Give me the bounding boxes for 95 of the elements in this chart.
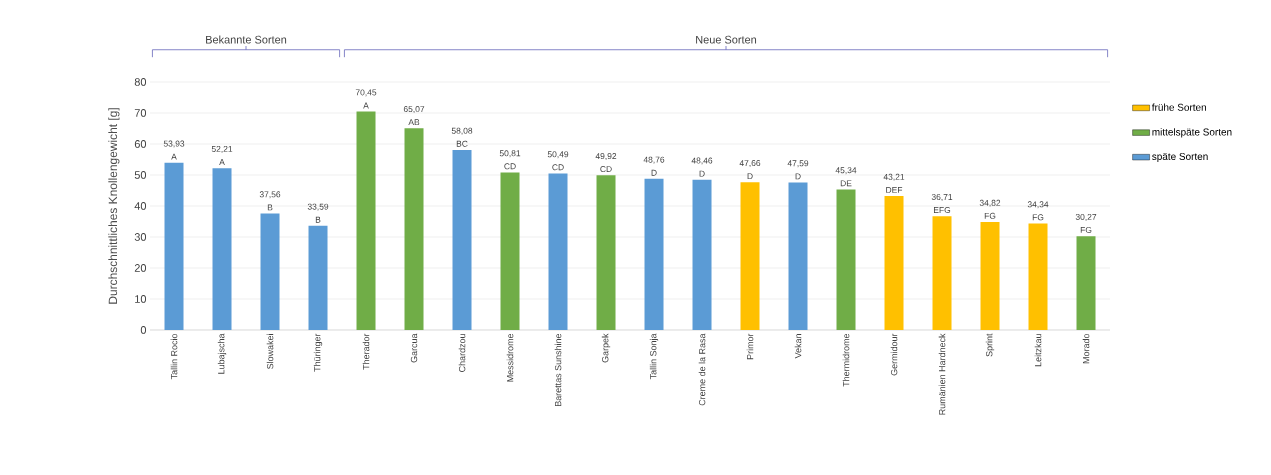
text: Neue Sorten bbox=[696, 35, 757, 44]
bar bbox=[1028, 223, 1048, 330]
x-tick-label: Germidour bbox=[890, 333, 898, 376]
text: 30,27 bbox=[1075, 213, 1097, 221]
bar bbox=[596, 175, 616, 330]
y-tick-label: 10 bbox=[135, 295, 147, 303]
annotation: CD bbox=[504, 163, 516, 170]
annotation: FG bbox=[1080, 226, 1092, 233]
text: 47,66 bbox=[739, 160, 761, 168]
text: 47,59 bbox=[787, 160, 809, 168]
y-tick-label: 60 bbox=[134, 140, 147, 148]
x-tick-label: Vekan bbox=[794, 334, 802, 359]
annotation: FG bbox=[1032, 214, 1044, 221]
bar bbox=[164, 162, 184, 330]
x-tick-label: Thermidrome bbox=[842, 333, 850, 387]
annotation: D bbox=[795, 173, 801, 180]
text: 58,08 bbox=[451, 127, 473, 135]
x-tick-label: Therador bbox=[362, 333, 370, 370]
annotation: A bbox=[363, 102, 369, 109]
annotation: DE bbox=[840, 180, 852, 187]
x-tick-label: Morado bbox=[1082, 333, 1090, 364]
x-tick-label: Garpek bbox=[601, 333, 611, 363]
bar bbox=[932, 216, 952, 330]
bar bbox=[788, 182, 808, 330]
x-tick-label: Lubajscha bbox=[217, 333, 227, 374]
y-tick-label: 30 bbox=[134, 233, 147, 241]
bar bbox=[356, 111, 376, 330]
annotation: D bbox=[747, 173, 753, 180]
bar bbox=[548, 173, 568, 330]
bar bbox=[740, 182, 760, 330]
text: 52,21 bbox=[211, 145, 233, 153]
x-tick-label: Primor bbox=[746, 333, 754, 360]
x-tick-label: Rumänien Hardneck bbox=[938, 333, 946, 415]
text: 50,49 bbox=[547, 151, 569, 159]
x-tick-label: Messidrome bbox=[506, 333, 514, 382]
x-tick-label: Slowakei bbox=[266, 334, 274, 369]
text: 36,71 bbox=[931, 194, 953, 201]
x-tick-label: Barettas Sunshine bbox=[554, 333, 562, 407]
legend-label: späte Sorten bbox=[1152, 152, 1208, 162]
x-tick-label: Tallin Rocio bbox=[170, 333, 178, 380]
bar bbox=[404, 128, 424, 330]
legend-label: frühe Sorten bbox=[1151, 103, 1206, 111]
annotation: FG bbox=[984, 212, 996, 219]
x-tick-label: Thüringer bbox=[313, 333, 323, 372]
text: 53,93 bbox=[163, 140, 185, 148]
bar bbox=[644, 178, 664, 330]
annotation: A bbox=[219, 159, 225, 165]
text: 70,45 bbox=[355, 89, 377, 97]
x-tick-label: Tallin Sonja bbox=[649, 333, 659, 380]
text: 50,81 bbox=[499, 150, 521, 158]
y-tick-label: 50 bbox=[134, 171, 147, 179]
text: Bekannte Sorten bbox=[206, 35, 287, 44]
y-tick-label: 40 bbox=[134, 202, 147, 210]
annotation: D bbox=[651, 169, 657, 176]
bar bbox=[980, 222, 1000, 330]
annotation: CD bbox=[552, 164, 564, 171]
annotation: DEF bbox=[886, 187, 903, 193]
text: 33,59 bbox=[307, 203, 329, 211]
text: 49,92 bbox=[595, 153, 617, 161]
bar bbox=[1076, 236, 1096, 330]
bar bbox=[692, 179, 712, 330]
text: 34,34 bbox=[1027, 201, 1049, 209]
bar bbox=[260, 213, 280, 330]
x-tick-label: Chardzou bbox=[458, 334, 466, 372]
x-tick-label: Leitzkau bbox=[1034, 334, 1042, 367]
bar bbox=[884, 196, 904, 330]
text: 43,21 bbox=[883, 173, 905, 181]
x-tick-label: Creme de la Rasa bbox=[698, 333, 706, 406]
legend-label: mittelspäte Sorten bbox=[1152, 128, 1232, 138]
y-axis-title: Durchschnittliches Knollengewicht [g] bbox=[108, 108, 120, 304]
y-tick-label: 70 bbox=[134, 109, 147, 117]
annotation: A bbox=[171, 153, 177, 160]
annotation: AB bbox=[408, 119, 420, 126]
annotation: D bbox=[699, 170, 705, 177]
x-tick-label: Garcua bbox=[410, 333, 418, 363]
annotation: B bbox=[315, 216, 321, 223]
text: 48,46 bbox=[691, 157, 713, 165]
bar bbox=[500, 172, 520, 330]
text: 48,76 bbox=[643, 156, 665, 164]
bar bbox=[212, 168, 232, 330]
text: 65,07 bbox=[403, 106, 425, 114]
text: 37,56 bbox=[259, 191, 281, 199]
annotation: B bbox=[267, 204, 273, 211]
y-tick-label: 0 bbox=[140, 326, 147, 334]
annotation: BC bbox=[456, 140, 468, 147]
text: 45,34 bbox=[835, 167, 857, 175]
annotation: EFG bbox=[933, 207, 951, 213]
bar bbox=[452, 149, 472, 330]
bar bbox=[308, 225, 328, 330]
annotation: CD bbox=[600, 166, 612, 173]
bar bbox=[836, 189, 856, 330]
x-tick-label: Sprint bbox=[985, 333, 995, 357]
y-tick-label: 20 bbox=[134, 264, 147, 272]
y-tick-label: 80 bbox=[134, 78, 147, 86]
text: 34,82 bbox=[979, 199, 1001, 207]
